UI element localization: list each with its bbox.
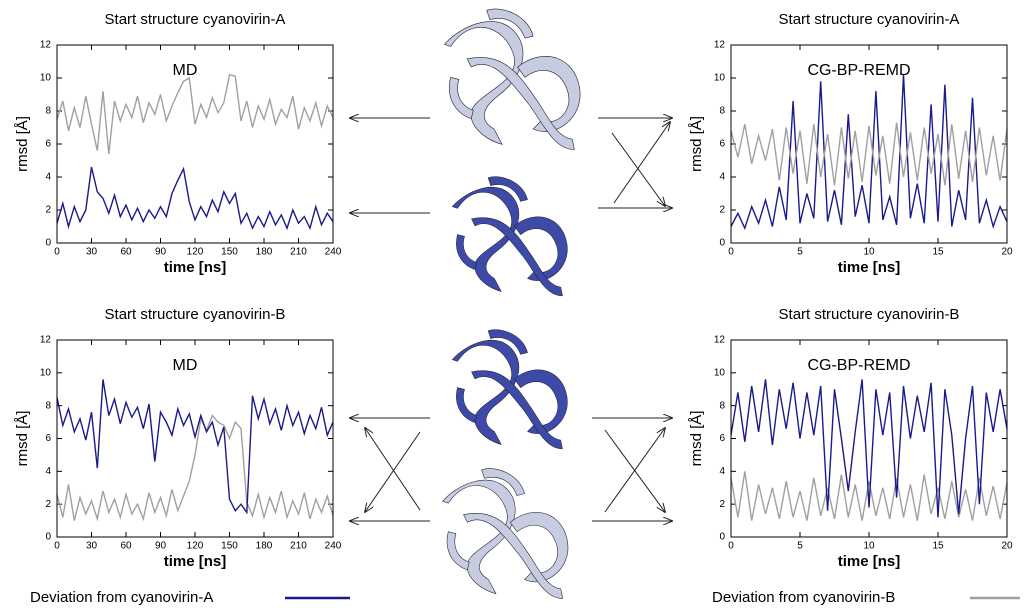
protein-a-image [444, 9, 580, 150]
y-tick-label: 0 [719, 238, 725, 249]
chart-title: Start structure cyanovirin-A [779, 11, 960, 28]
y-tick-label: 6 [719, 139, 725, 150]
arrow [365, 428, 420, 510]
y-tick-label: 10 [714, 367, 726, 378]
y-tick-label: 10 [40, 73, 52, 84]
y-tick-label: 6 [45, 433, 51, 444]
y-axis-label: rmsd [Å] [688, 411, 705, 467]
x-tick-label: 5 [797, 247, 803, 258]
arrow [614, 122, 670, 203]
x-tick-label: 0 [54, 247, 60, 258]
arrow [365, 432, 420, 512]
chart-title: Start structure cyanovirin-A [105, 11, 286, 28]
x-axis-label: time [ns] [164, 553, 227, 570]
x-tick-label: 150 [221, 247, 238, 258]
method-label: CG-BP-REMD [807, 62, 910, 79]
legend-label: Deviation from cyanovirin-B [712, 589, 895, 606]
x-tick-label: 180 [256, 247, 273, 258]
y-tick-label: 8 [45, 106, 51, 117]
x-tick-label: 15 [932, 247, 944, 258]
y-tick-label: 6 [719, 433, 725, 444]
y-tick-label: 6 [45, 139, 51, 150]
data-line [731, 123, 1007, 186]
x-tick-label: 0 [54, 541, 60, 552]
y-tick-label: 8 [45, 400, 51, 411]
x-tick-label: 10 [863, 541, 875, 552]
y-tick-label: 4 [45, 172, 51, 183]
chart-panel: Start structure cyanovirin-B time [ns] rms… [688, 306, 1013, 570]
x-tick-label: 180 [256, 541, 273, 552]
protein-b-image [452, 330, 567, 449]
y-tick-label: 8 [719, 400, 725, 411]
x-tick-label: 90 [155, 247, 167, 258]
legend: Deviation from cyanovirin-A Deviation fro… [30, 589, 1020, 606]
y-axis-label: rmsd [Å] [14, 116, 31, 172]
data-line [57, 167, 333, 228]
y-tick-label: 2 [45, 205, 51, 216]
x-tick-label: 5 [797, 541, 803, 552]
y-tick-label: 10 [40, 367, 52, 378]
x-tick-label: 150 [221, 541, 238, 552]
x-tick-label: 30 [86, 247, 98, 258]
x-axis-label: time [ns] [838, 553, 901, 570]
y-tick-label: 10 [714, 73, 726, 84]
y-tick-label: 2 [719, 499, 725, 510]
chart-title: Start structure cyanovirin-B [779, 306, 960, 323]
arrows [350, 118, 672, 521]
figure: Start structure cyanovirin-A time [ns] rms… [0, 0, 1026, 608]
x-tick-label: 240 [325, 247, 342, 258]
y-tick-label: 12 [714, 335, 726, 346]
y-tick-label: 4 [719, 466, 725, 477]
x-tick-label: 240 [325, 541, 342, 552]
y-tick-label: 12 [40, 40, 52, 51]
x-tick-label: 120 [187, 541, 204, 552]
x-tick-label: 20 [1001, 541, 1013, 552]
y-tick-label: 12 [40, 335, 52, 346]
x-axis-label: time [ns] [164, 259, 227, 276]
protein-images [443, 9, 581, 598]
data-line [57, 75, 333, 154]
x-axis-label: time [ns] [838, 259, 901, 276]
y-tick-label: 0 [45, 238, 51, 249]
x-tick-label: 20 [1001, 247, 1013, 258]
x-tick-label: 0 [728, 541, 734, 552]
data-line [57, 416, 333, 521]
method-label: CG-BP-REMD [807, 357, 910, 374]
y-tick-label: 2 [719, 205, 725, 216]
chart-panel: Start structure cyanovirin-B time [ns] rms… [14, 306, 342, 570]
y-tick-label: 4 [45, 466, 51, 477]
data-line [57, 379, 333, 512]
x-tick-label: 0 [728, 247, 734, 258]
chart-title: Start structure cyanovirin-B [105, 306, 286, 323]
method-label: MD [173, 62, 198, 79]
x-tick-label: 90 [155, 541, 167, 552]
protein-a-image [443, 469, 568, 599]
y-axis-label: rmsd [Å] [14, 411, 31, 467]
protein-b-image [452, 177, 567, 296]
y-axis-label: rmsd [Å] [688, 116, 705, 172]
y-tick-label: 2 [45, 499, 51, 510]
y-tick-label: 12 [714, 40, 726, 51]
y-tick-label: 0 [719, 532, 725, 543]
y-tick-label: 4 [719, 172, 725, 183]
x-tick-label: 210 [290, 541, 307, 552]
x-tick-label: 10 [863, 247, 875, 258]
x-tick-label: 120 [187, 247, 204, 258]
method-label: MD [173, 357, 198, 374]
y-tick-label: 8 [719, 106, 725, 117]
chart-panel: Start structure cyanovirin-A time [ns] rms… [688, 11, 1013, 276]
data-line [731, 379, 1007, 517]
x-tick-label: 210 [290, 247, 307, 258]
chart-panel: Start structure cyanovirin-A time [ns] rms… [14, 11, 342, 276]
y-tick-label: 0 [45, 532, 51, 543]
legend-label: Deviation from cyanovirin-A [30, 589, 213, 606]
x-tick-label: 30 [86, 541, 98, 552]
x-tick-label: 60 [120, 247, 132, 258]
x-tick-label: 15 [932, 541, 944, 552]
x-tick-label: 60 [120, 541, 132, 552]
data-line [731, 75, 1007, 229]
